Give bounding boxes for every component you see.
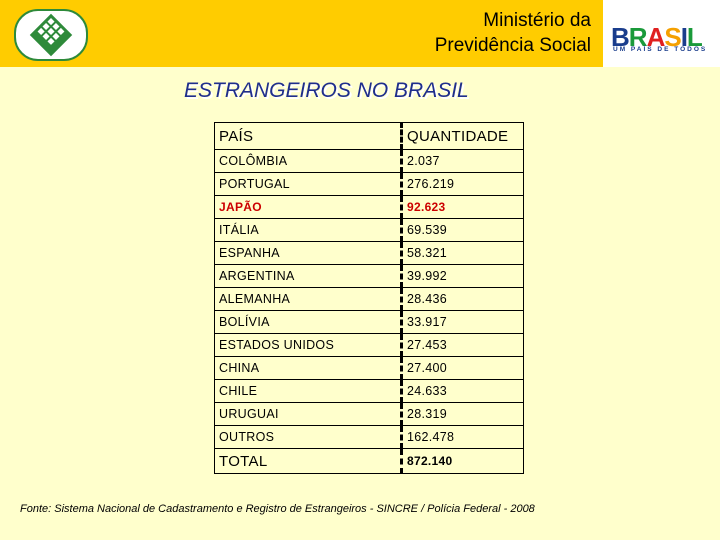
brand-letter: S bbox=[664, 22, 681, 52]
table-row: CHINA 27.400 bbox=[214, 356, 524, 380]
quantity-cell: 24.633 bbox=[401, 379, 524, 403]
table-row: COLÔMBIA 2.037 bbox=[214, 149, 524, 173]
table-row: PORTUGAL 276.219 bbox=[214, 172, 524, 196]
quantity-cell: 92.623 bbox=[401, 195, 524, 219]
table-row: OUTROS 162.478 bbox=[214, 425, 524, 449]
brand-letter: L bbox=[686, 22, 703, 52]
brand-letter: B bbox=[611, 22, 630, 52]
ministry-line-2: Previdência Social bbox=[434, 35, 591, 56]
brand-letter: R bbox=[628, 22, 648, 52]
quantity-cell: 58.321 bbox=[401, 241, 524, 265]
table-row: ESTADOS UNIDOS 27.453 bbox=[214, 333, 524, 357]
country-cell: URUGUAI bbox=[214, 402, 403, 426]
total-quantity: 872.140 bbox=[401, 448, 524, 474]
quantity-cell: 27.453 bbox=[401, 333, 524, 357]
table-row: JAPÃO 92.623 bbox=[214, 195, 524, 219]
country-cell: BOLÍVIA bbox=[214, 310, 403, 334]
ministry-emblem-icon bbox=[29, 13, 73, 57]
foreigners-table: PAÍS QUANTIDADE COLÔMBIA 2.037 PORTUGAL 276… bbox=[214, 122, 524, 474]
country-cell: JAPÃO bbox=[214, 195, 403, 219]
quantity-cell: 69.539 bbox=[401, 218, 524, 242]
country-cell: OUTROS bbox=[214, 425, 403, 449]
country-cell: COLÔMBIA bbox=[214, 149, 403, 173]
country-cell: ESPANHA bbox=[214, 241, 403, 265]
quantity-cell: 39.992 bbox=[401, 264, 524, 288]
country-cell: ESTADOS UNIDOS bbox=[214, 333, 403, 357]
quantity-cell: 276.219 bbox=[401, 172, 524, 196]
header-banner: Ministério da Previdência Social bbox=[0, 0, 603, 67]
quantity-cell: 28.319 bbox=[401, 402, 524, 426]
country-cell: ITÁLIA bbox=[214, 218, 403, 242]
table-row: ITÁLIA 69.539 bbox=[214, 218, 524, 242]
brasil-wordmark: BRASIL bbox=[611, 22, 703, 53]
brand-tagline: UM PAÍS DE TODOS bbox=[613, 46, 708, 53]
table-row: ARGENTINA 39.992 bbox=[214, 264, 524, 288]
country-cell: ARGENTINA bbox=[214, 264, 403, 288]
table-header-row: PAÍS QUANTIDADE bbox=[214, 122, 524, 150]
country-cell: PORTUGAL bbox=[214, 172, 403, 196]
total-label: TOTAL bbox=[214, 448, 403, 474]
source-note: Fonte: Sistema Nacional de Cadastramento… bbox=[20, 503, 535, 515]
quantity-cell: 162.478 bbox=[401, 425, 524, 449]
table-row: CHILE 24.633 bbox=[214, 379, 524, 403]
country-cell: CHINA bbox=[214, 356, 403, 380]
total-row: TOTAL 872.140 bbox=[214, 448, 524, 474]
table-row: URUGUAI 28.319 bbox=[214, 402, 524, 426]
ministry-logo bbox=[14, 9, 88, 61]
table-row: BOLÍVIA 33.917 bbox=[214, 310, 524, 334]
country-cell: ALEMANHA bbox=[214, 287, 403, 311]
quantity-cell: 28.436 bbox=[401, 287, 524, 311]
ministry-name: Ministério da Previdência Social bbox=[435, 8, 591, 58]
header-country: PAÍS bbox=[214, 122, 403, 150]
header-quantity: QUANTIDADE bbox=[401, 122, 524, 150]
brand-letter: A bbox=[646, 22, 666, 52]
quantity-cell: 33.917 bbox=[401, 310, 524, 334]
table-row: ALEMANHA 28.436 bbox=[214, 287, 524, 311]
brasil-brand-logo: BRASIL UM PAÍS DE TODOS bbox=[603, 0, 720, 67]
table-row: ESPANHA 58.321 bbox=[214, 241, 524, 265]
country-cell: CHILE bbox=[214, 379, 403, 403]
quantity-cell: 27.400 bbox=[401, 356, 524, 380]
ministry-line-1: Ministério da bbox=[483, 10, 591, 31]
quantity-cell: 2.037 bbox=[401, 149, 524, 173]
brand-letter: I bbox=[680, 22, 688, 52]
page-title: ESTRANGEIROS NO BRASIL bbox=[184, 79, 469, 102]
